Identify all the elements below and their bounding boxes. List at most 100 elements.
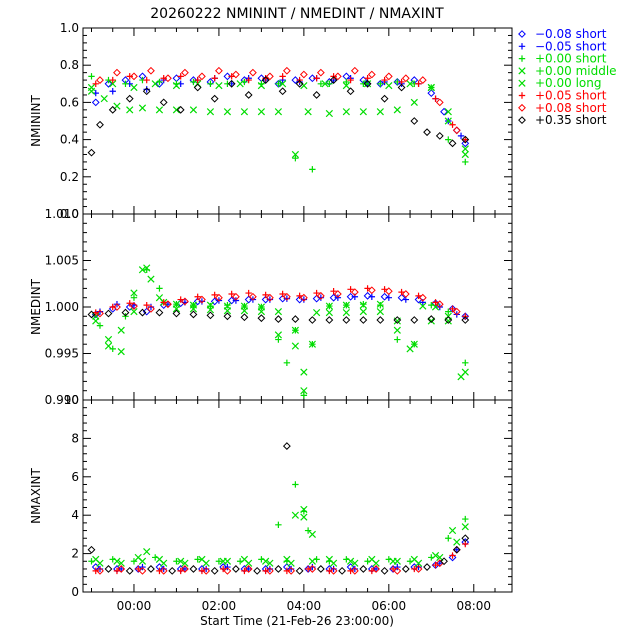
data-point xyxy=(347,76,354,84)
data-point xyxy=(122,80,129,87)
data-point xyxy=(444,316,453,324)
data-point xyxy=(275,336,282,343)
data-point xyxy=(104,79,113,88)
data-point xyxy=(125,94,134,103)
data-point xyxy=(223,108,232,116)
panel-nminint: 0.0 0.2 0.4 0.6 0.8 1.0 NMININT xyxy=(29,21,513,221)
data-points xyxy=(87,442,470,575)
data-point xyxy=(138,557,147,565)
data-point xyxy=(155,79,164,88)
legend-symbol xyxy=(518,92,526,99)
data-point xyxy=(194,76,201,84)
data-point xyxy=(367,286,376,295)
data-point xyxy=(160,559,168,567)
data-point xyxy=(435,300,444,309)
data-point xyxy=(415,292,422,300)
data-point xyxy=(444,108,452,116)
data-point xyxy=(215,66,223,75)
data-point xyxy=(435,98,444,107)
data-point xyxy=(292,155,299,162)
data-point xyxy=(462,136,469,143)
data-point xyxy=(347,286,354,293)
data-point xyxy=(418,293,427,302)
data-point xyxy=(181,68,189,77)
data-point xyxy=(92,80,99,87)
data-point xyxy=(109,76,116,84)
series xyxy=(96,513,461,567)
data-point xyxy=(381,286,388,293)
panel-nmaxint: 0 2 4 6 8 10 NMAXINT xyxy=(29,393,513,599)
y-tick-label: 1.000 xyxy=(45,300,79,314)
data-point xyxy=(432,561,439,569)
data-point xyxy=(363,291,372,300)
data-point xyxy=(211,75,218,82)
series xyxy=(87,76,470,157)
data-point xyxy=(130,294,138,301)
series xyxy=(92,266,465,395)
data-point xyxy=(461,135,470,144)
data-point xyxy=(462,515,469,523)
data-point xyxy=(461,145,469,153)
data-point xyxy=(159,566,168,575)
data-point xyxy=(244,91,253,99)
data-point xyxy=(172,305,181,313)
data-point xyxy=(266,559,274,567)
legend-label: +0.00 long xyxy=(535,76,602,90)
legend-label: +0.05 short xyxy=(535,89,607,103)
data-point xyxy=(177,73,184,80)
data-point xyxy=(461,150,469,159)
data-point xyxy=(228,290,235,298)
data-point xyxy=(291,326,300,334)
data-point xyxy=(309,563,316,571)
data-point xyxy=(108,105,117,114)
data-point xyxy=(329,559,338,567)
data-point xyxy=(304,565,312,573)
data-point xyxy=(117,565,126,573)
data-point xyxy=(431,551,440,560)
series xyxy=(88,73,469,173)
data-point xyxy=(377,80,384,87)
data-point xyxy=(117,348,125,356)
data-point xyxy=(232,70,240,79)
data-point xyxy=(181,565,189,573)
data-point xyxy=(296,292,303,300)
data-point xyxy=(130,72,138,81)
data-point xyxy=(448,139,457,148)
data-point xyxy=(393,316,402,324)
data-point xyxy=(325,316,334,324)
series xyxy=(91,291,470,321)
data-point xyxy=(274,565,283,573)
data-point xyxy=(449,552,456,559)
data-point xyxy=(317,294,325,301)
data-point xyxy=(457,132,465,140)
legend-symbol xyxy=(518,30,526,38)
data-point xyxy=(372,565,380,573)
data-point xyxy=(160,299,167,306)
data-point xyxy=(257,82,266,90)
data-point xyxy=(360,301,367,308)
data-point xyxy=(287,566,296,575)
data-point xyxy=(245,76,252,84)
data-point xyxy=(189,106,198,114)
data-point xyxy=(376,316,385,324)
data-point xyxy=(96,308,104,315)
data-point xyxy=(299,70,308,79)
y-tick-label: 10 xyxy=(64,393,79,407)
series xyxy=(87,442,470,575)
data-point xyxy=(448,526,457,535)
data-point xyxy=(194,293,201,300)
data-point xyxy=(227,79,236,88)
data-point xyxy=(125,566,134,575)
data-point xyxy=(321,80,329,88)
data-point xyxy=(189,310,198,319)
data-point xyxy=(87,310,96,319)
data-point xyxy=(232,292,240,301)
data-point xyxy=(287,565,295,573)
data-point xyxy=(138,104,147,112)
y-tick-label: 1.0 xyxy=(60,21,79,35)
data-point xyxy=(333,72,342,81)
data-point xyxy=(121,308,130,317)
data-point xyxy=(330,287,337,295)
data-point xyxy=(232,565,240,573)
data-point xyxy=(385,294,393,301)
